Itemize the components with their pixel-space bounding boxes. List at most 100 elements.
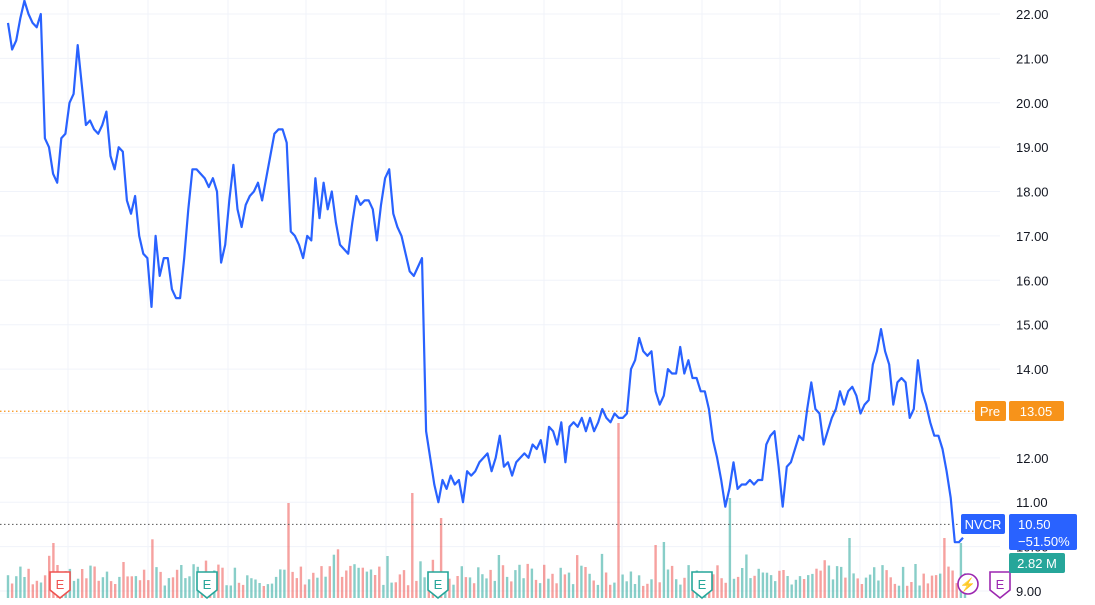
volume-bar <box>155 567 158 598</box>
volume-bar <box>307 579 311 598</box>
volume-bar <box>819 570 822 598</box>
volume-bar <box>151 539 154 598</box>
volume-bar <box>571 584 575 598</box>
volume-bar <box>89 565 92 598</box>
last-price-badge[interactable]: NVCR 10.50 −51.50% <box>961 514 1077 550</box>
volume-bar <box>266 584 270 598</box>
volume-bar <box>175 569 179 598</box>
volume-bar <box>448 578 451 598</box>
y-tick-label-0: 22.00 <box>1016 7 1049 22</box>
volume-bar <box>543 564 546 598</box>
volume-bar <box>472 583 476 598</box>
volume-bar <box>687 565 690 598</box>
earnings-marker-label: E <box>434 577 443 592</box>
volume-badge[interactable]: 2.82 M <box>1009 553 1065 573</box>
volume-bar <box>720 578 723 598</box>
volume-bar <box>526 563 529 598</box>
volume-bar <box>774 581 777 598</box>
premarket-price: 13.05 <box>1020 404 1053 419</box>
volume-bar <box>27 568 30 598</box>
volume-bar <box>736 576 740 598</box>
volume-bar <box>584 567 587 598</box>
bolt-icon: ⚡ <box>960 577 976 593</box>
volume-bar <box>786 576 789 598</box>
earnings-marker[interactable]: E <box>989 571 1011 600</box>
y-tick-label-4: 18.00 <box>1016 185 1049 200</box>
ticker-badge-bg <box>961 514 1005 534</box>
earnings-marker[interactable]: E <box>49 571 71 600</box>
volume-bar <box>134 576 138 598</box>
volume-bar <box>600 553 604 598</box>
volume-bar <box>930 575 934 598</box>
y-tick-label-6: 16.00 <box>1016 273 1049 288</box>
volume-bar <box>19 566 22 598</box>
volume-bar <box>328 566 331 598</box>
event-markers[interactable]: E E E E E ⚡ <box>49 571 1011 600</box>
premarket-label: Pre <box>980 404 1000 419</box>
y-tick-label-7: 15.00 <box>1016 318 1049 333</box>
price-series-line[interactable] <box>6 0 964 544</box>
change-percent-value: −51.50% <box>1018 534 1070 549</box>
volume-bar <box>241 584 245 598</box>
volume-bar <box>353 564 356 598</box>
volume-bar <box>959 543 963 598</box>
volume-bar <box>361 567 364 598</box>
volume-bar <box>798 576 802 598</box>
volume-bar <box>765 572 769 598</box>
volume-bar <box>613 582 616 598</box>
volume-bar <box>642 585 645 598</box>
volume-bar <box>637 575 641 598</box>
earnings-marker-shape <box>691 571 713 600</box>
volume-bar <box>72 580 76 598</box>
volume-bar <box>340 576 344 598</box>
volume-bar <box>741 568 744 598</box>
volume-bar <box>497 555 501 598</box>
y-tick-label-1: 21.00 <box>1016 51 1049 66</box>
volume-bar <box>514 570 517 598</box>
earnings-marker[interactable]: E <box>691 571 713 600</box>
volume-bar <box>184 578 187 598</box>
volume-bar <box>316 577 319 598</box>
volume-bar <box>159 571 162 598</box>
volume-bar <box>258 583 261 598</box>
volume-bar <box>254 579 257 598</box>
earnings-marker-label: E <box>56 577 65 592</box>
earnings-marker[interactable]: E <box>427 571 449 600</box>
volume-bar <box>559 567 562 598</box>
volume-bar <box>510 581 513 598</box>
volume-bar <box>378 566 381 598</box>
volume-bar <box>868 574 872 598</box>
volume-bar <box>716 565 719 598</box>
volume-bar <box>279 569 282 598</box>
volume-bar <box>303 584 307 598</box>
premarket-badge[interactable]: Pre 13.05 <box>975 401 1064 421</box>
volume-bar <box>860 584 864 598</box>
volume-bar <box>580 565 583 598</box>
earnings-marker-label: E <box>203 577 212 592</box>
dividend-marker[interactable]: ⚡ <box>957 573 979 595</box>
volume-bar <box>109 581 113 598</box>
earnings-marker-shape <box>989 571 1011 600</box>
volume-bar <box>15 576 18 598</box>
volume-bar <box>724 582 727 598</box>
volume-bar <box>237 582 241 598</box>
volume-bar <box>180 565 183 598</box>
volume-bar <box>386 556 389 598</box>
volume-bar <box>555 583 558 598</box>
volume-bar <box>468 577 472 598</box>
volume-bar <box>171 577 175 598</box>
volume-bar <box>844 577 847 598</box>
volume-bar <box>192 564 195 598</box>
volume-bar <box>885 570 888 598</box>
earnings-marker[interactable]: E <box>196 571 218 600</box>
volume-bar <box>563 574 567 598</box>
earnings-marker-label: E <box>698 577 707 592</box>
volume-bar <box>534 579 538 598</box>
volume-bar <box>864 577 868 598</box>
volume-bar <box>299 566 303 598</box>
volume-bar <box>456 576 459 598</box>
volume-bar <box>419 561 422 598</box>
volume-bar <box>373 575 377 598</box>
